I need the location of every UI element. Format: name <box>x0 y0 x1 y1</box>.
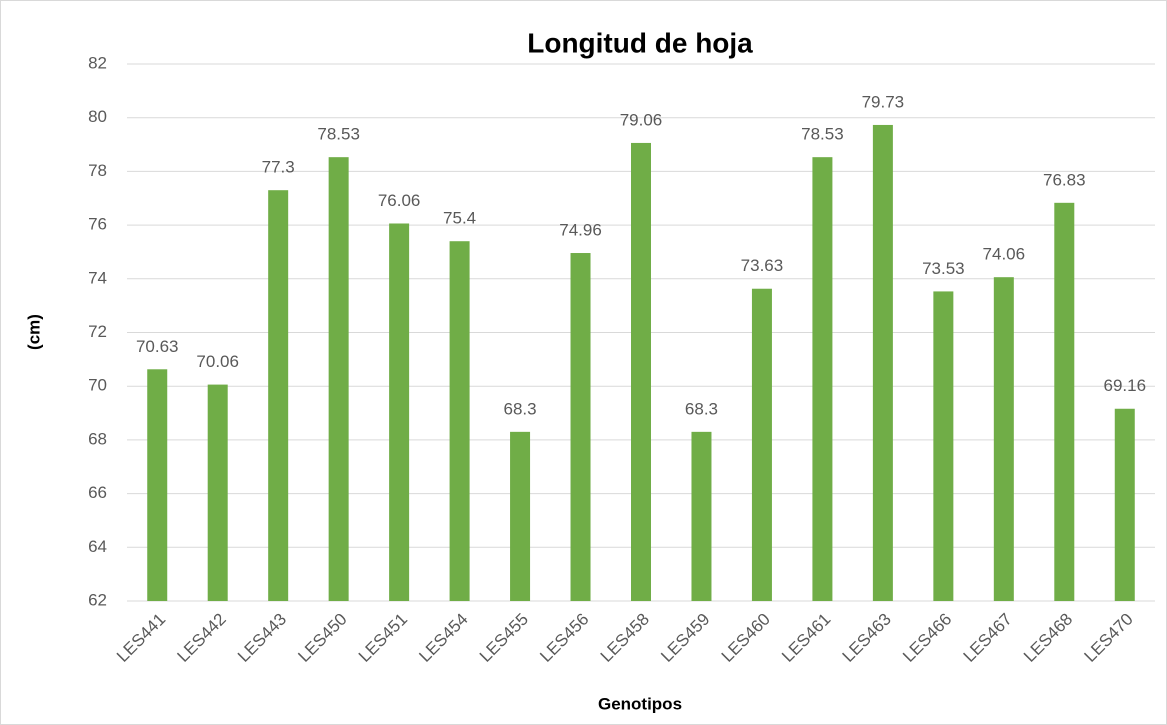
y-tick-label: 64 <box>88 537 107 556</box>
data-label: 74.96 <box>559 221 602 240</box>
bar <box>268 190 289 601</box>
y-tick-label: 76 <box>88 215 107 234</box>
y-tick-label: 66 <box>88 483 107 502</box>
data-label: 79.73 <box>862 92 905 111</box>
bar <box>993 277 1014 601</box>
bar <box>510 431 531 601</box>
bar <box>1114 408 1135 601</box>
data-label: 68.3 <box>504 399 537 418</box>
data-label: 70.06 <box>196 352 239 371</box>
bar <box>872 124 893 602</box>
y-tick-label: 74 <box>88 268 107 287</box>
data-label: 79.06 <box>620 110 663 129</box>
data-label: 76.83 <box>1043 170 1086 189</box>
data-label: 77.3 <box>262 158 295 177</box>
bar <box>691 431 712 601</box>
y-tick-label: 72 <box>88 322 107 341</box>
data-label: 74.06 <box>983 245 1026 264</box>
y-tick-label: 68 <box>88 429 107 448</box>
y-tick-label: 80 <box>88 107 107 126</box>
data-label: 78.53 <box>317 125 360 144</box>
bar <box>147 369 168 601</box>
bar <box>751 288 772 601</box>
data-label: 73.53 <box>922 259 965 278</box>
x-axis-label: Genotipos <box>598 694 682 713</box>
bar <box>570 253 591 602</box>
data-label: 78.53 <box>801 125 844 144</box>
bar <box>207 384 228 601</box>
bar <box>1054 202 1075 601</box>
y-tick-label: 82 <box>88 53 107 72</box>
bar <box>389 223 410 601</box>
y-axis-label: (cm) <box>24 314 43 350</box>
y-tick-label: 78 <box>88 161 107 180</box>
bar <box>933 291 954 601</box>
data-label: 69.16 <box>1103 376 1146 395</box>
bar <box>812 157 833 601</box>
y-tick-label: 62 <box>88 590 107 609</box>
bar <box>631 142 651 601</box>
data-label: 75.4 <box>443 209 476 228</box>
data-label: 73.63 <box>741 256 784 275</box>
chart-title: Longitud de hoja <box>527 27 753 58</box>
bar <box>449 241 470 601</box>
data-label: 68.3 <box>685 399 718 418</box>
data-label: 70.63 <box>136 337 179 356</box>
bar <box>328 157 349 601</box>
data-label: 76.06 <box>378 191 421 210</box>
y-tick-label: 70 <box>88 376 107 395</box>
